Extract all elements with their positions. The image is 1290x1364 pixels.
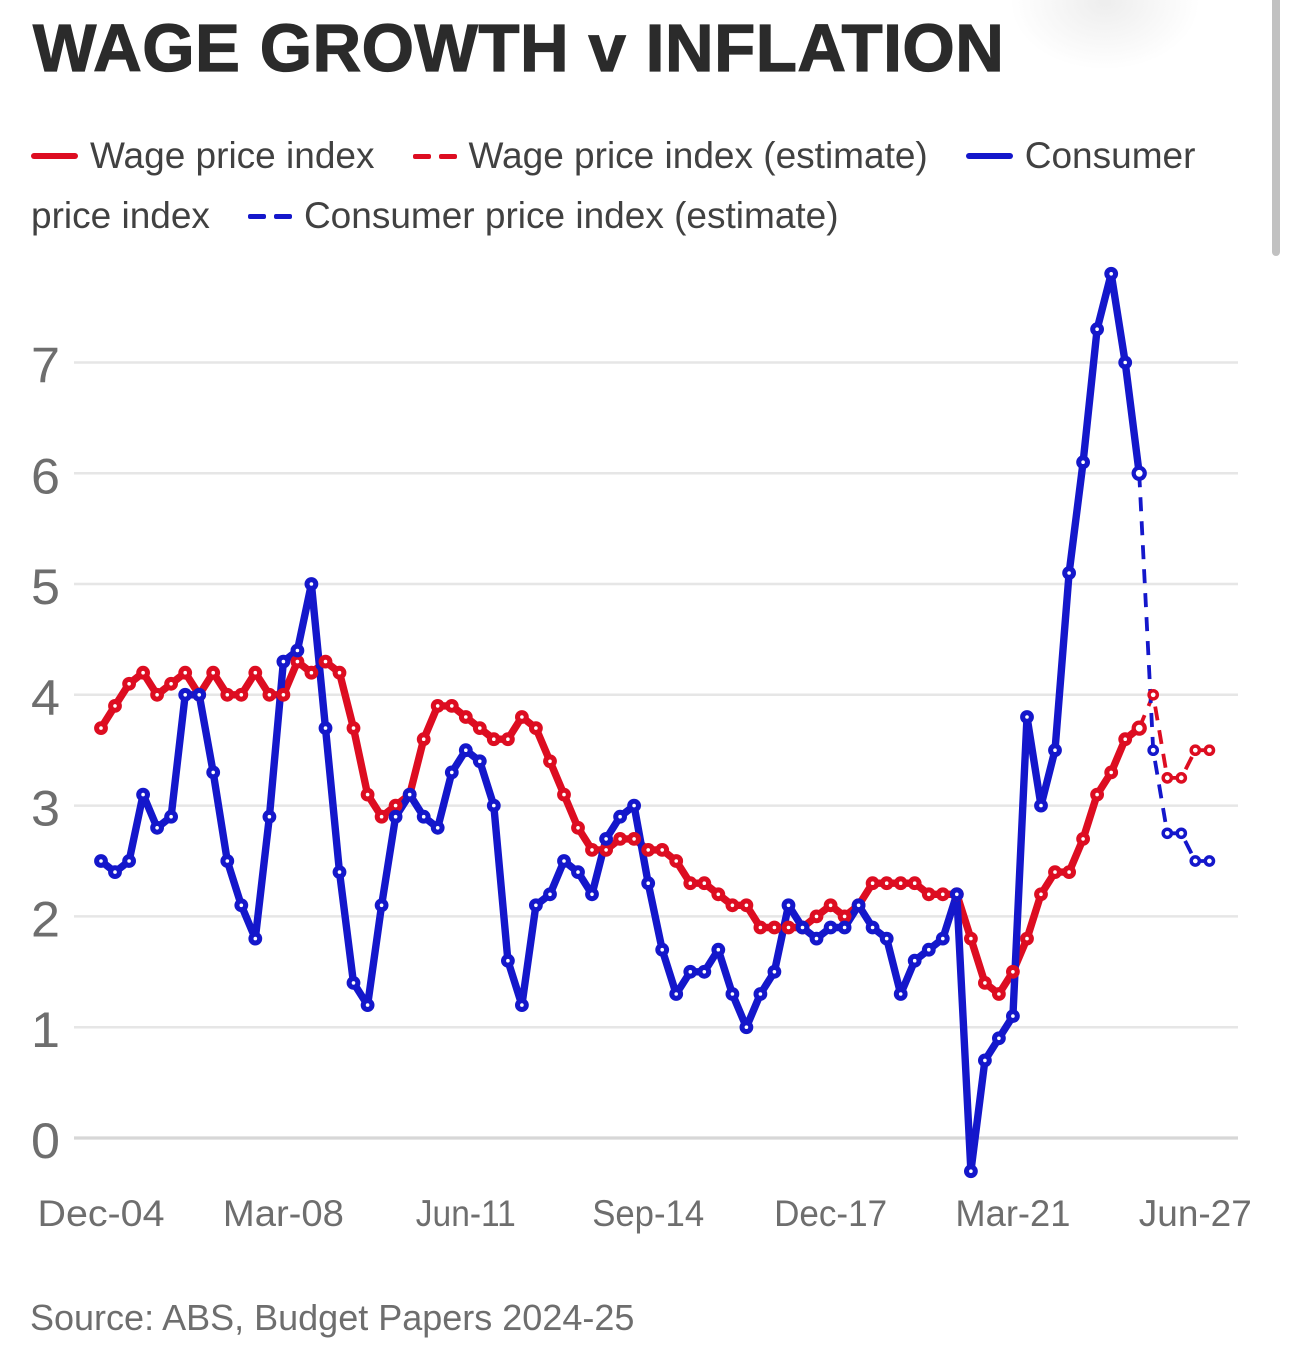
svg-text:Dec-04: Dec-04	[38, 1193, 165, 1234]
svg-text:1: 1	[31, 1002, 60, 1058]
svg-text:5: 5	[31, 559, 60, 615]
svg-text:Mar-08: Mar-08	[223, 1193, 344, 1234]
svg-text:Dec-17: Dec-17	[774, 1193, 887, 1234]
svg-text:Jun-27: Jun-27	[1139, 1193, 1252, 1234]
svg-text:3: 3	[31, 781, 60, 837]
svg-text:2: 2	[31, 891, 60, 947]
svg-text:Mar-21: Mar-21	[955, 1193, 1070, 1234]
svg-text:0: 0	[31, 1113, 60, 1169]
svg-text:4: 4	[31, 670, 60, 726]
svg-text:Sep-14: Sep-14	[592, 1193, 704, 1234]
svg-text:7: 7	[31, 338, 60, 394]
svg-text:6: 6	[31, 448, 60, 504]
svg-text:Jun-11: Jun-11	[416, 1193, 516, 1234]
